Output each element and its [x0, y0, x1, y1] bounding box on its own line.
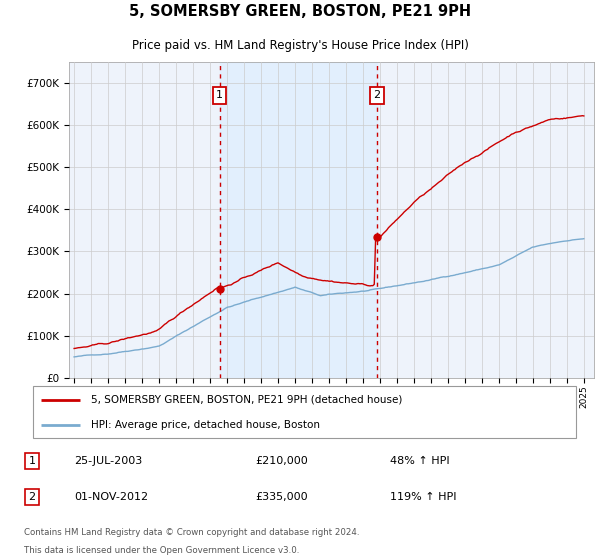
Text: HPI: Average price, detached house, Boston: HPI: Average price, detached house, Bost…: [91, 420, 320, 430]
Text: 25-JUL-2003: 25-JUL-2003: [74, 456, 143, 466]
Text: £210,000: £210,000: [255, 456, 308, 466]
Bar: [220, 62, 377, 378]
Text: 119% ↑ HPI: 119% ↑ HPI: [390, 492, 457, 502]
Text: 48% ↑ HPI: 48% ↑ HPI: [390, 456, 450, 466]
Text: Price paid vs. HM Land Registry's House Price Index (HPI): Price paid vs. HM Land Registry's House …: [131, 39, 469, 53]
FancyBboxPatch shape: [33, 386, 577, 438]
Text: This data is licensed under the Open Government Licence v3.0.: This data is licensed under the Open Gov…: [24, 546, 299, 556]
Text: 2: 2: [29, 492, 35, 502]
Text: Contains HM Land Registry data © Crown copyright and database right 2024.: Contains HM Land Registry data © Crown c…: [24, 528, 359, 537]
Text: 1: 1: [216, 90, 223, 100]
Text: 2: 2: [373, 90, 380, 100]
Text: £335,000: £335,000: [255, 492, 308, 502]
Text: 5, SOMERSBY GREEN, BOSTON, PE21 9PH: 5, SOMERSBY GREEN, BOSTON, PE21 9PH: [129, 4, 471, 19]
Text: 01-NOV-2012: 01-NOV-2012: [74, 492, 149, 502]
Text: 5, SOMERSBY GREEN, BOSTON, PE21 9PH (detached house): 5, SOMERSBY GREEN, BOSTON, PE21 9PH (det…: [91, 395, 402, 404]
Text: 1: 1: [29, 456, 35, 466]
